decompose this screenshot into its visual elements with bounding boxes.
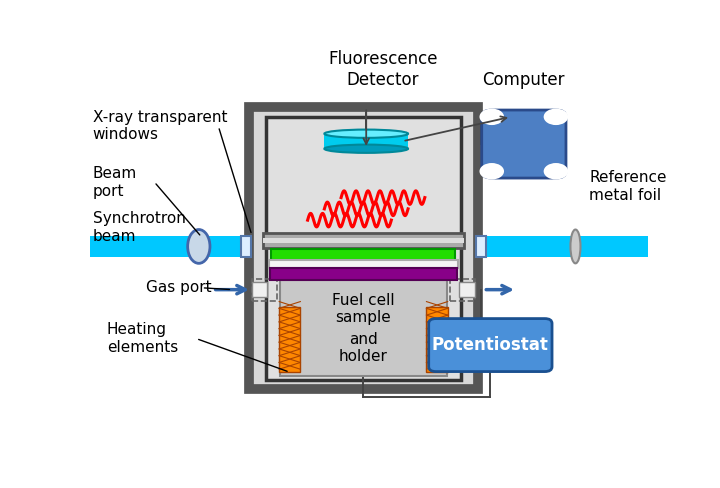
Text: Potentiostat: Potentiostat: [432, 336, 549, 354]
Bar: [263, 238, 464, 243]
Bar: [459, 282, 475, 297]
Circle shape: [544, 108, 568, 125]
Text: Beam
port: Beam port: [93, 166, 137, 199]
Text: and: and: [349, 332, 378, 347]
FancyBboxPatch shape: [428, 319, 552, 371]
Bar: [279, 307, 300, 372]
Bar: [249, 107, 478, 389]
FancyBboxPatch shape: [482, 110, 566, 178]
Circle shape: [480, 108, 504, 125]
Text: holder: holder: [339, 349, 388, 365]
Bar: [90, 236, 648, 257]
Ellipse shape: [324, 144, 408, 153]
Circle shape: [544, 163, 568, 180]
Bar: [324, 134, 408, 149]
Text: Fuel cell
sample: Fuel cell sample: [332, 292, 395, 325]
Bar: [280, 280, 447, 376]
Bar: [426, 307, 448, 372]
Text: Heating
elements: Heating elements: [107, 322, 178, 355]
Bar: [263, 233, 464, 248]
Text: Synchrotron
beam: Synchrotron beam: [93, 211, 186, 244]
Text: X-ray transparent
windows: X-ray transparent windows: [93, 110, 228, 142]
Bar: [269, 260, 459, 268]
Bar: [270, 268, 456, 280]
Ellipse shape: [324, 130, 408, 138]
Text: Fluorescence
Detector: Fluorescence Detector: [328, 50, 438, 89]
Text: Computer: Computer: [482, 71, 565, 89]
Circle shape: [480, 163, 504, 180]
Text: Gas port: Gas port: [145, 280, 212, 295]
Bar: [476, 236, 485, 257]
Bar: [252, 282, 267, 297]
Ellipse shape: [570, 229, 580, 264]
Bar: [271, 249, 456, 260]
Text: Reference
metal foil: Reference metal foil: [590, 170, 667, 203]
Bar: [450, 279, 475, 301]
Ellipse shape: [188, 229, 210, 264]
Bar: [241, 236, 251, 257]
Bar: [266, 117, 461, 380]
Bar: [252, 279, 277, 301]
